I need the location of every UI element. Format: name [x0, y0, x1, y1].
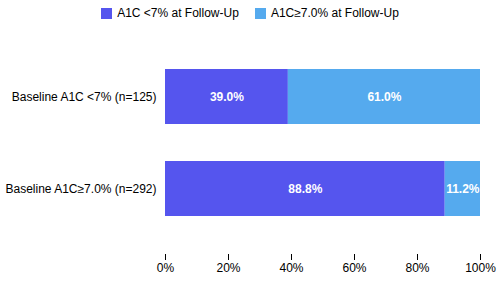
html-text:A1C≥7.0% at Follow-Up: A1C≥7.0% at Follow-Up: [270, 6, 399, 20]
svg-text:39.0%: 39.0%: [210, 90, 244, 104]
svg-text:100%: 100%: [465, 261, 496, 275]
svg-text:20%: 20%: [216, 261, 240, 275]
svg-text:61.0%: 61.0%: [367, 90, 401, 104]
svg-text:0%: 0%: [157, 261, 175, 275]
svg-text:60%: 60%: [342, 261, 366, 275]
svg-text:Baseline A1C≥7.0% (n=292): Baseline A1C≥7.0% (n=292): [5, 182, 156, 196]
svg-text:80%: 80%: [405, 261, 429, 275]
svg-text:40%: 40%: [279, 261, 303, 275]
svg-text:Baseline A1C <7% (n=125): Baseline A1C <7% (n=125): [12, 90, 157, 104]
svg-text:11.2%: 11.2%: [446, 182, 480, 196]
html-text:A1C <7% at Follow-Up: A1C <7% at Follow-Up: [117, 6, 239, 20]
svg-text:88.8%: 88.8%: [288, 182, 322, 196]
